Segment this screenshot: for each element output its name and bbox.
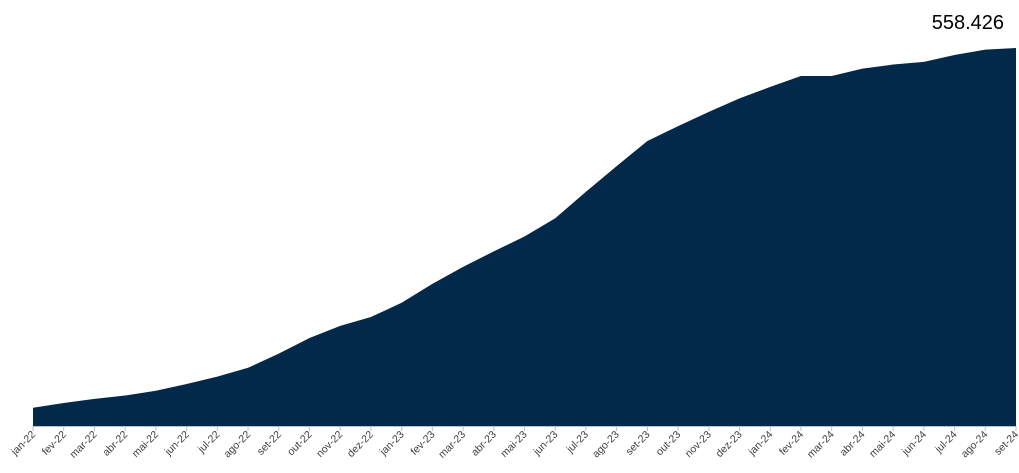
x-tick-label: fev-24 — [777, 429, 806, 458]
x-tick-label: out-23 — [654, 429, 684, 459]
x-tick-label: ago-24 — [959, 429, 991, 461]
x-tick-label: abr-23 — [469, 429, 499, 459]
x-tick-label: set-24 — [992, 429, 1019, 458]
x-tick-label: jun-22 — [162, 429, 192, 459]
x-tick-label: abr-22 — [100, 429, 130, 459]
x-tick-label: ago-23 — [590, 429, 622, 461]
x-tick-label: abr-24 — [838, 429, 868, 459]
last-value-label: 558.426 — [932, 12, 1004, 34]
area-series — [33, 48, 1016, 426]
x-tick-label: dez-22 — [345, 429, 376, 460]
x-tick-label: out-22 — [285, 429, 315, 459]
x-tick-label: jun-24 — [899, 429, 929, 459]
x-tick-label: mai-23 — [498, 429, 529, 460]
x-tick-label: mar-22 — [68, 429, 100, 461]
x-tick-label: dez-23 — [713, 429, 744, 460]
x-tick-label: jul-23 — [564, 429, 591, 456]
x-tick-label: nov-22 — [314, 429, 345, 460]
x-tick-label: mai-24 — [867, 429, 898, 460]
x-tick-label: mar-24 — [805, 429, 837, 461]
x-tick-label: fev-22 — [40, 429, 69, 458]
x-tick-label: ago-22 — [222, 429, 254, 461]
x-tick-label: jun-23 — [530, 429, 560, 459]
x-tick-label: jan-22 — [8, 429, 38, 459]
x-axis-ticks — [32, 426, 1017, 431]
x-tick-label: set-22 — [255, 429, 284, 458]
x-tick-label: jan-24 — [746, 429, 776, 459]
x-tick-label: jul-24 — [932, 429, 959, 456]
x-tick-label: jul-22 — [195, 429, 222, 456]
x-tick-label: fev-23 — [408, 429, 437, 458]
x-tick-label: set-23 — [623, 429, 652, 458]
x-tick-label: jan-23 — [377, 429, 407, 459]
x-tick-label: mar-23 — [436, 429, 468, 461]
x-tick-label: nov-23 — [683, 429, 714, 460]
x-tick-label: mai-22 — [130, 429, 161, 460]
